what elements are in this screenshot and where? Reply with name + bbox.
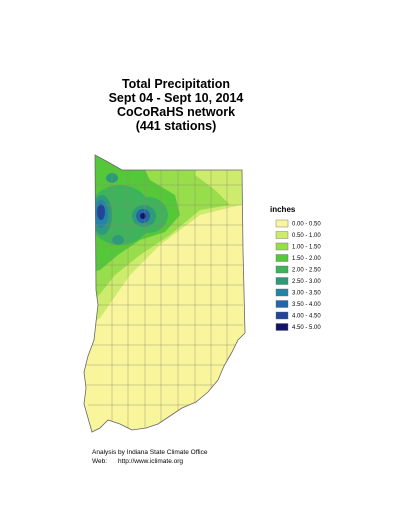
- zone-5: [112, 235, 124, 245]
- legend-swatch: [275, 311, 289, 320]
- title-line: Sept 04 - Sept 10, 2014: [109, 91, 244, 105]
- legend-label: 0.50 - 1.00: [292, 233, 321, 239]
- title-line: Total Precipitation: [122, 77, 230, 91]
- legend-swatch: [275, 219, 289, 228]
- legend-swatch: [275, 242, 289, 251]
- legend-swatch: [275, 231, 289, 239]
- legend-label: 1.50 - 2.00: [292, 256, 321, 262]
- legend-swatch: [275, 288, 289, 297]
- web-label: Web:: [92, 458, 107, 465]
- url: http://www.iclimate.org: [118, 458, 183, 465]
- legend-swatch: [275, 254, 289, 262]
- zone-8: [97, 204, 105, 220]
- legend-label: 2.00 - 2.50: [292, 267, 321, 273]
- county-lines: [86, 160, 243, 430]
- legend-swatch: [275, 265, 289, 274]
- zone-9: [140, 213, 146, 219]
- precip-map: [84, 155, 245, 432]
- legend-label: 1.00 - 1.50: [292, 244, 321, 250]
- legend-title: inches: [270, 205, 296, 214]
- legend-label: 0.00 - 0.50: [292, 221, 321, 227]
- legend: inches 0.00 - 0.50 0.50 - 1.00 1.00 - 1.50…: [270, 205, 321, 331]
- title-line: CoCoRaHS network: [117, 105, 235, 119]
- legend-label: 3.00 - 3.50: [292, 290, 321, 296]
- legend-swatch: [275, 277, 289, 285]
- legend-label: 4.00 - 4.50: [292, 313, 321, 319]
- legend-swatch: [275, 300, 289, 308]
- legend-label: 2.50 - 3.00: [292, 279, 321, 285]
- legend-label: 4.50 - 5.00: [292, 325, 321, 331]
- legend-swatch: [275, 323, 289, 331]
- zone-3: [200, 156, 220, 168]
- title-line: (441 stations): [136, 119, 217, 133]
- credit: Analysis by Indiana State Climate Office: [92, 449, 208, 456]
- legend-label: 3.50 - 4.00: [292, 302, 321, 308]
